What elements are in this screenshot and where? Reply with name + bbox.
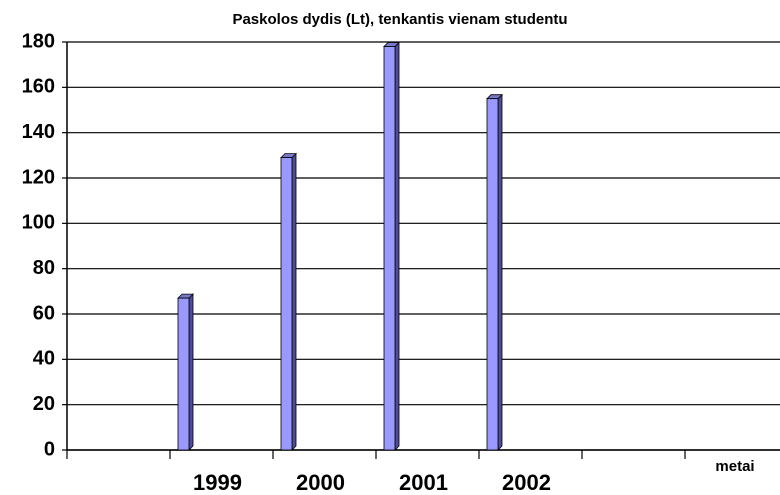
y-tick-label: 80 (33, 257, 55, 279)
x-tick-label: 1999 (193, 470, 242, 495)
y-tick-label: 100 (22, 212, 55, 234)
y-tick-label: 60 (33, 302, 55, 324)
y-tick-label: 140 (22, 121, 55, 143)
x-tick-label: 2000 (296, 470, 345, 495)
y-tick-label: 0 (44, 438, 55, 460)
y-tick-label: 180 (22, 30, 55, 52)
x-tick-label: 2001 (399, 470, 448, 495)
bar (383, 46, 396, 451)
y-tick-label: 20 (33, 393, 55, 415)
bar-side (188, 293, 194, 451)
y-tick-label: 40 (33, 348, 55, 370)
x-axis-label: metai (715, 458, 754, 475)
y-tick-label: 120 (22, 166, 55, 188)
y-tick-label: 160 (22, 76, 55, 98)
bar (486, 98, 499, 451)
bar-side (394, 41, 400, 451)
bar (177, 297, 190, 451)
bar (280, 157, 293, 451)
x-tick-label: 2002 (502, 470, 551, 495)
bar-side (497, 93, 503, 451)
bar-side (291, 152, 297, 451)
chart-title: Paskolos dydis (Lt), tenkantis vienam st… (232, 11, 567, 28)
